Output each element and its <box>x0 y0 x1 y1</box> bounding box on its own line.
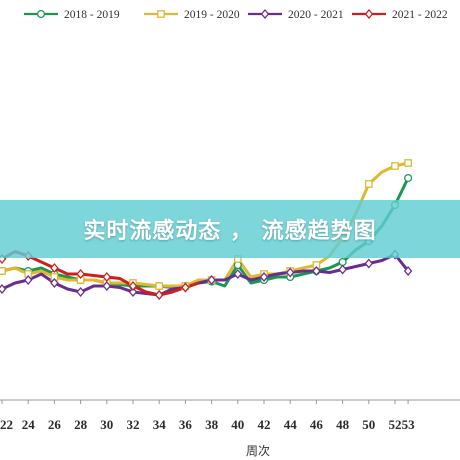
data-point-3-28 <box>76 268 85 280</box>
x-tick-label-6: 34 <box>153 417 167 432</box>
data-point-2-38 <box>207 274 216 286</box>
x-axis-title: 周次 <box>246 444 270 458</box>
data-point-2-44 <box>285 267 295 278</box>
x-tick-label-2: 26 <box>48 417 62 432</box>
legend-label-2: 2020 - 2021 <box>288 9 344 21</box>
x-tick-label-7: 36 <box>179 417 193 432</box>
data-point-0-53 <box>404 173 413 183</box>
data-point-2-24 <box>23 274 33 286</box>
data-point-2-32 <box>128 286 138 298</box>
legend-label-3: 2021 - 2022 <box>392 9 448 21</box>
data-point-2-26 <box>50 277 59 289</box>
data-point-2-40 <box>233 268 243 280</box>
legend-label-0: 2018 - 2019 <box>64 9 120 21</box>
x-tick-label-11: 44 <box>284 417 298 432</box>
title-banner: 实时流感动态 ， 流感趋势图 <box>0 200 460 258</box>
x-tick-label-16: 53 <box>402 417 416 432</box>
series-markers <box>0 159 413 301</box>
data-point-1-53 <box>404 159 412 167</box>
data-point-3-30 <box>102 271 112 283</box>
x-tick-label-14: 50 <box>362 417 375 432</box>
legend-label-1: 2019 - 2020 <box>184 9 240 21</box>
legend-marker-1 <box>157 10 165 18</box>
data-point-3-32 <box>128 280 138 292</box>
data-point-2-50 <box>364 258 374 269</box>
banner-title: 实时流感动态 ， 流感趋势图 <box>83 219 377 244</box>
legend-marker-0 <box>36 9 46 19</box>
data-point-2-22 <box>0 283 7 295</box>
x-tick-label-10: 42 <box>258 417 271 432</box>
data-point-1-34 <box>155 282 164 290</box>
x-tick-label-0: 22 <box>0 417 13 432</box>
data-point-2-28 <box>76 286 85 298</box>
x-tick-label-12: 46 <box>310 417 324 432</box>
data-point-0-48 <box>338 257 347 267</box>
legend-marker-3 <box>364 8 374 20</box>
x-tick-label-4: 30 <box>100 417 113 432</box>
data-point-1-52 <box>391 162 399 170</box>
data-point-1-22 <box>0 267 6 275</box>
legend-marker-2 <box>260 8 270 20</box>
x-tick-label-5: 32 <box>127 417 140 432</box>
x-tick-label-1: 24 <box>22 417 36 432</box>
data-point-2-46 <box>312 265 321 277</box>
data-point-2-53 <box>403 265 413 277</box>
data-point-3-26 <box>50 262 59 274</box>
data-point-2-30 <box>102 280 112 292</box>
data-point-2-48 <box>338 264 347 275</box>
x-tick-label-3: 28 <box>74 417 88 432</box>
data-point-2-42 <box>259 271 269 283</box>
x-tick-label-13: 48 <box>336 417 350 432</box>
x-axis-ticks: 22 24 26 28 30 32 34 36 38 40 42 44 46 48 50 52 53 <box>0 400 415 432</box>
data-point-3-36 <box>181 282 190 293</box>
data-point-3-34 <box>154 289 164 301</box>
x-tick-label-15: 52 <box>389 417 402 432</box>
x-tick-label-9: 40 <box>231 417 244 432</box>
series-line-3 <box>1 250 199 297</box>
data-point-1-50 <box>364 180 373 188</box>
legend: 2018 - 2019 2019 - 2020 2020 - 2021 2021 - … <box>24 8 448 21</box>
x-tick-label-8: 38 <box>205 417 219 432</box>
